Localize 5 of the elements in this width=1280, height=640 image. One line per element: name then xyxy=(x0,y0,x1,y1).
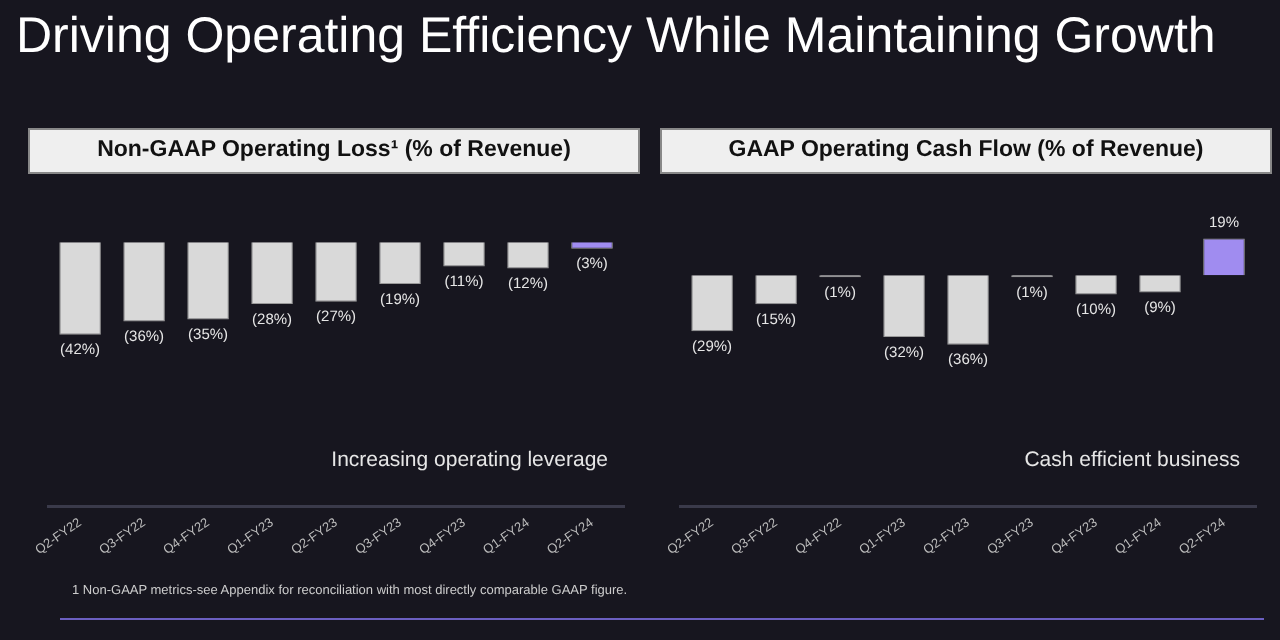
text: Cash efficient business xyxy=(1024,448,1240,472)
chart-title: GAAP Operating Cash Flow (% of Revenue) xyxy=(660,128,1272,174)
chart-title: Non-GAAP Operating Loss¹ (% of Revenue) xyxy=(28,128,640,174)
text: Driving Operating Efficiency While Maintaining Growth xyxy=(16,8,1216,66)
text: Increasing operating leverage xyxy=(331,448,608,472)
